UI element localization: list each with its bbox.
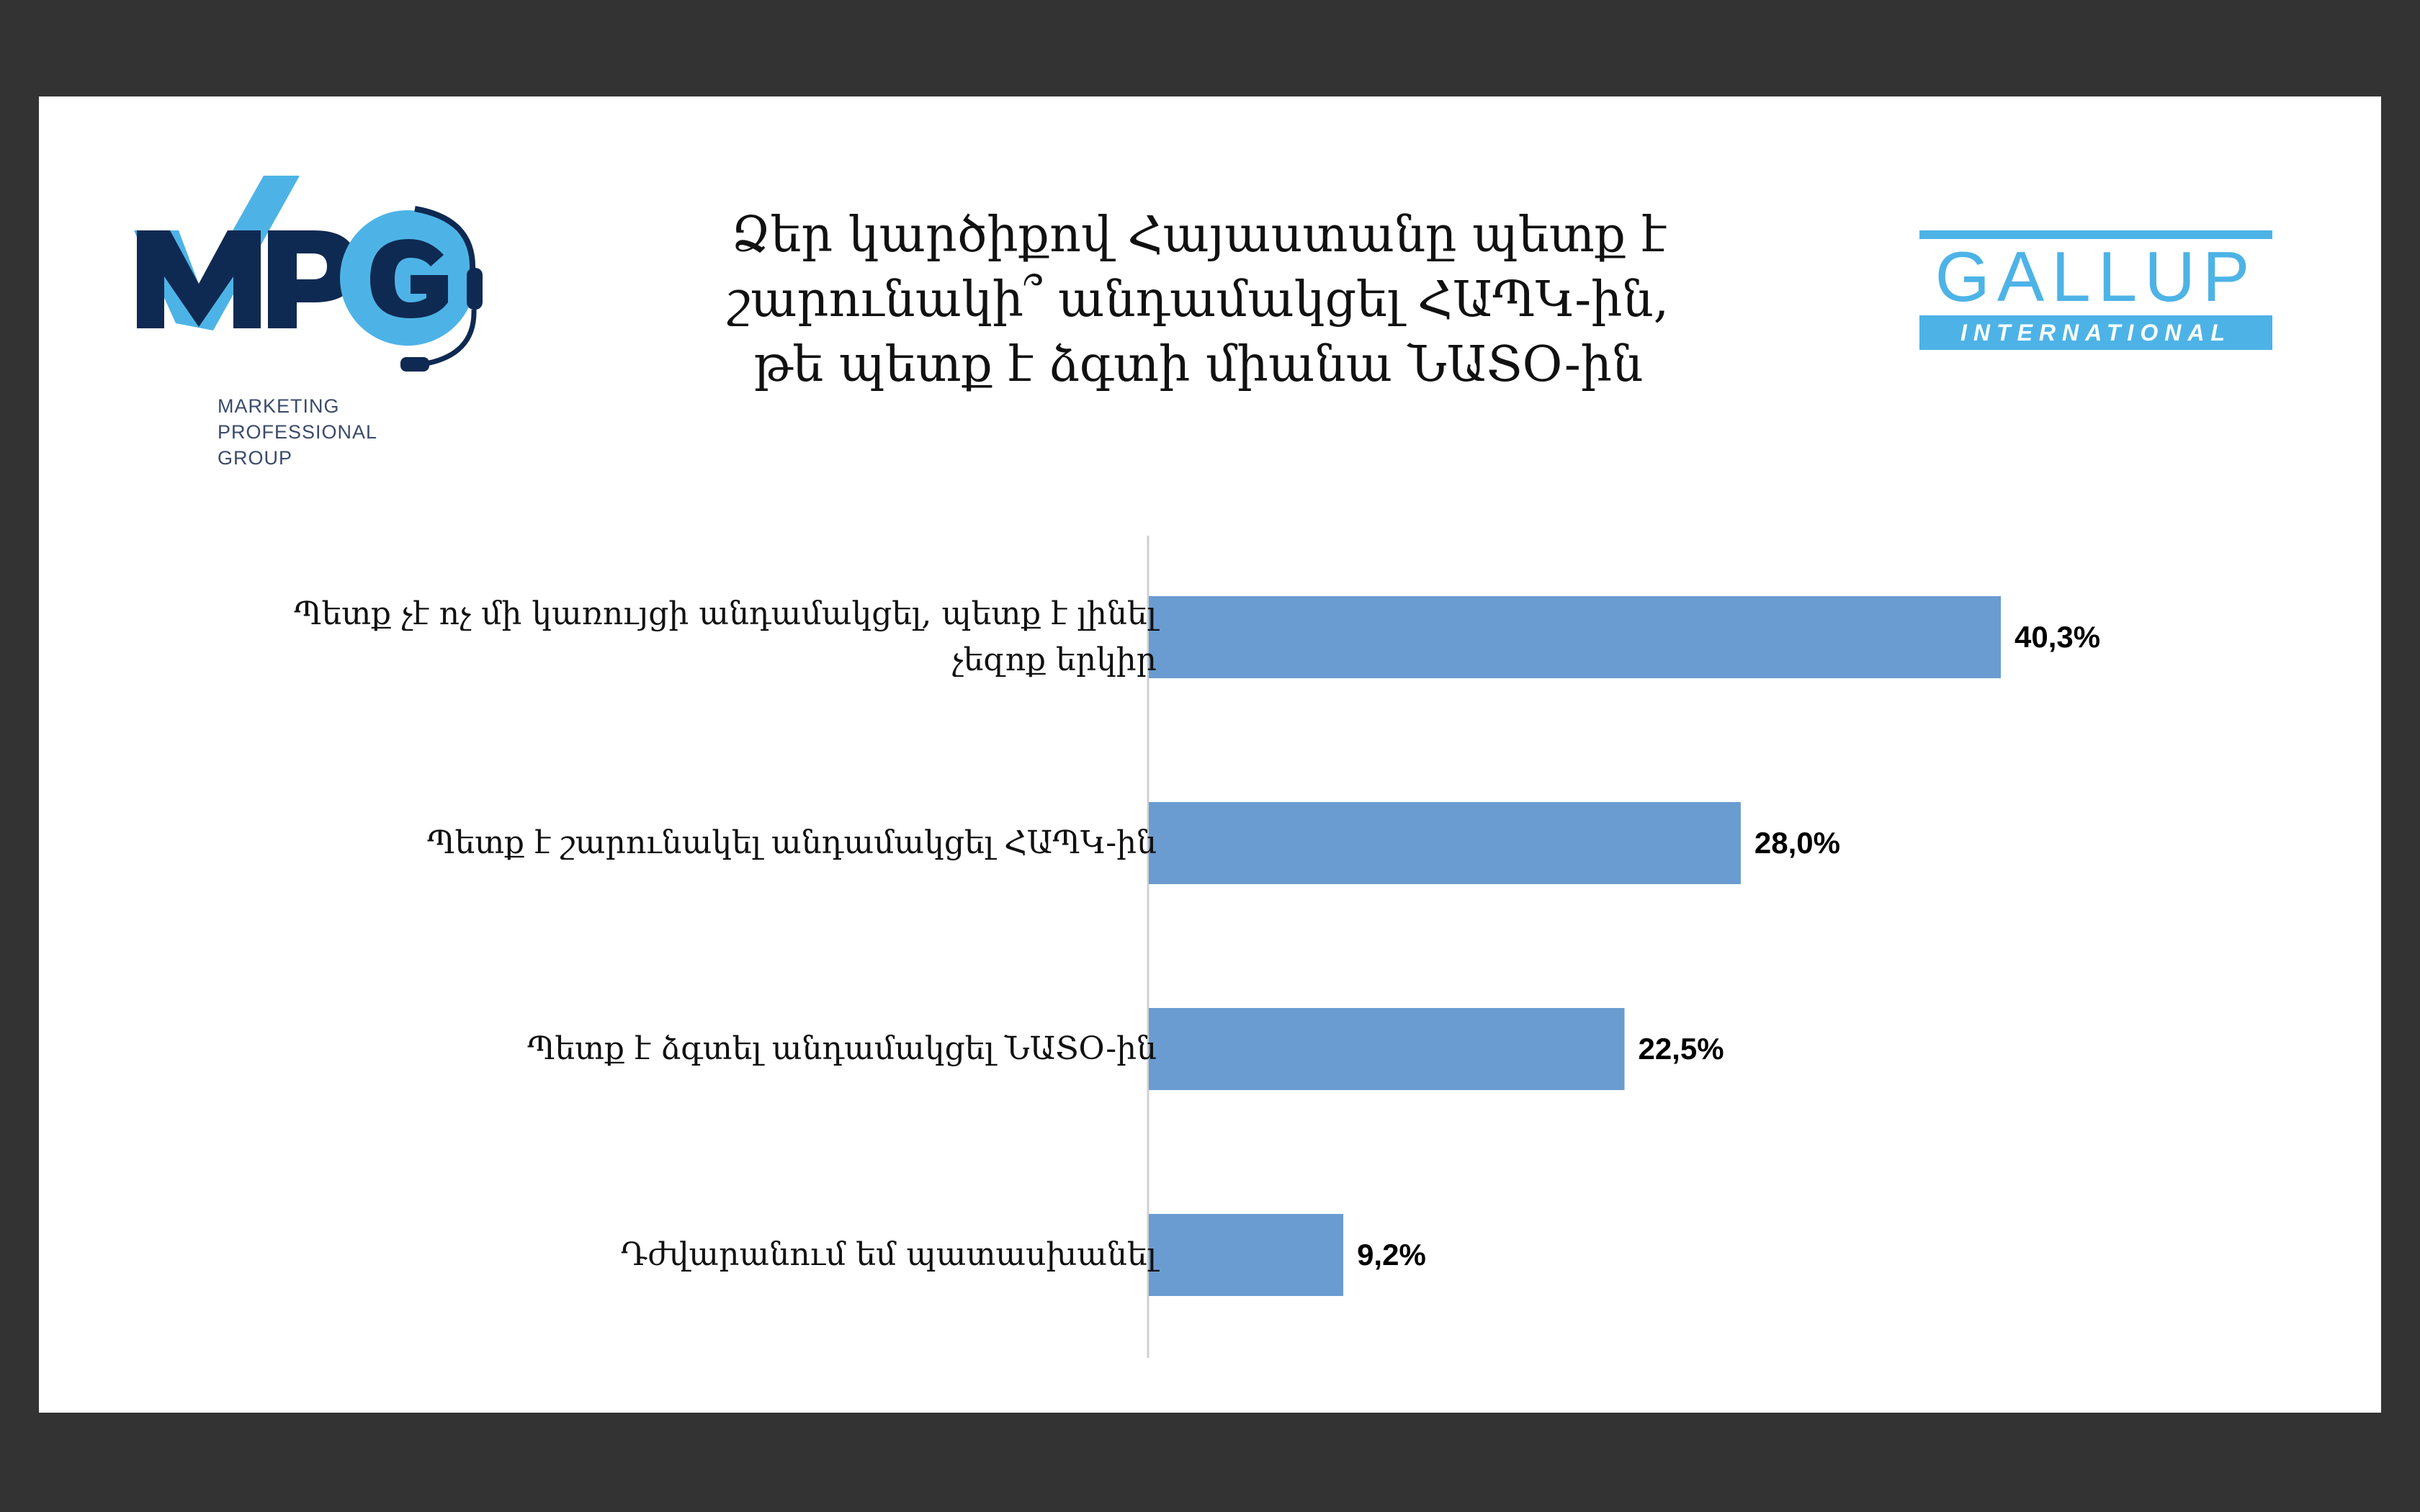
- data-label: 22,5%: [1638, 1032, 1724, 1066]
- gallup-word: GALLUP: [1935, 237, 2257, 316]
- mpg-wordmark: MARKETING PROFESSIONAL GROUP: [218, 393, 377, 471]
- category-label-line: Պետք է ձգտել անդամակցել ՆԱՏO-ին: [527, 1030, 1157, 1067]
- data-label: 40,3%: [2015, 620, 2101, 654]
- gallup-subtitle: INTERNATIONAL: [1919, 315, 2272, 350]
- mpg-line: MARKETING: [218, 395, 340, 417]
- title-line: շարունակի՞ անդամակցել ՀԱՊԿ-ին,: [727, 271, 1670, 328]
- bar-chart: [1147, 536, 2001, 1358]
- bar: [1149, 1214, 1344, 1296]
- category-label: Պետք է ձգտել անդամակցել ՆԱՏO-ին: [255, 1026, 1157, 1072]
- title-line: Ձեր կարծիքով Հայաստանը պետք է: [730, 207, 1667, 264]
- bar: [1149, 1008, 1625, 1090]
- mpg-line: GROUP: [218, 447, 293, 469]
- category-label: Պետք է շարունակել անդամակցել ՀԱՊԿ-ին: [255, 820, 1157, 866]
- slide: MARKETING PROFESSIONAL GROUP Ձեր կարծիքո…: [39, 96, 2381, 1413]
- data-label: 9,2%: [1357, 1238, 1426, 1272]
- mpg-logo: MARKETING PROFESSIONAL GROUP: [134, 176, 566, 514]
- category-label-line: Դժվարանում եմ պատասխանել: [620, 1236, 1157, 1273]
- category-label-line: Պետք չէ ոչ մի կառույցի անդամակցել, պետք …: [294, 595, 1157, 632]
- bar: [1149, 802, 1741, 884]
- gallup-logo: GALLUP INTERNATIONAL: [1919, 230, 2272, 350]
- category-label: Դժվարանում եմ պատասխանել: [255, 1232, 1157, 1278]
- category-label: Պետք չէ ոչ մի կառույցի անդամակցել, պետք …: [255, 591, 1157, 683]
- data-label: 28,0%: [1754, 826, 1841, 860]
- chart-title: Ձեր կարծիքով Հայաստանը պետք է շարունակի՞…: [687, 203, 1710, 397]
- gallup-topbar: [1919, 230, 2272, 239]
- title-line: թե պետք է ձգտի միանա ՆԱՏO-ին: [753, 336, 1644, 393]
- category-label-line: չեզոք երկիր: [951, 642, 1157, 678]
- mpg-line: PROFESSIONAL: [218, 421, 378, 443]
- mpg-logo-mark: [134, 176, 483, 372]
- category-label-line: Պետք է շարունակել անդամակցել ՀԱՊԿ-ին: [427, 824, 1157, 861]
- bar: [1149, 596, 2001, 678]
